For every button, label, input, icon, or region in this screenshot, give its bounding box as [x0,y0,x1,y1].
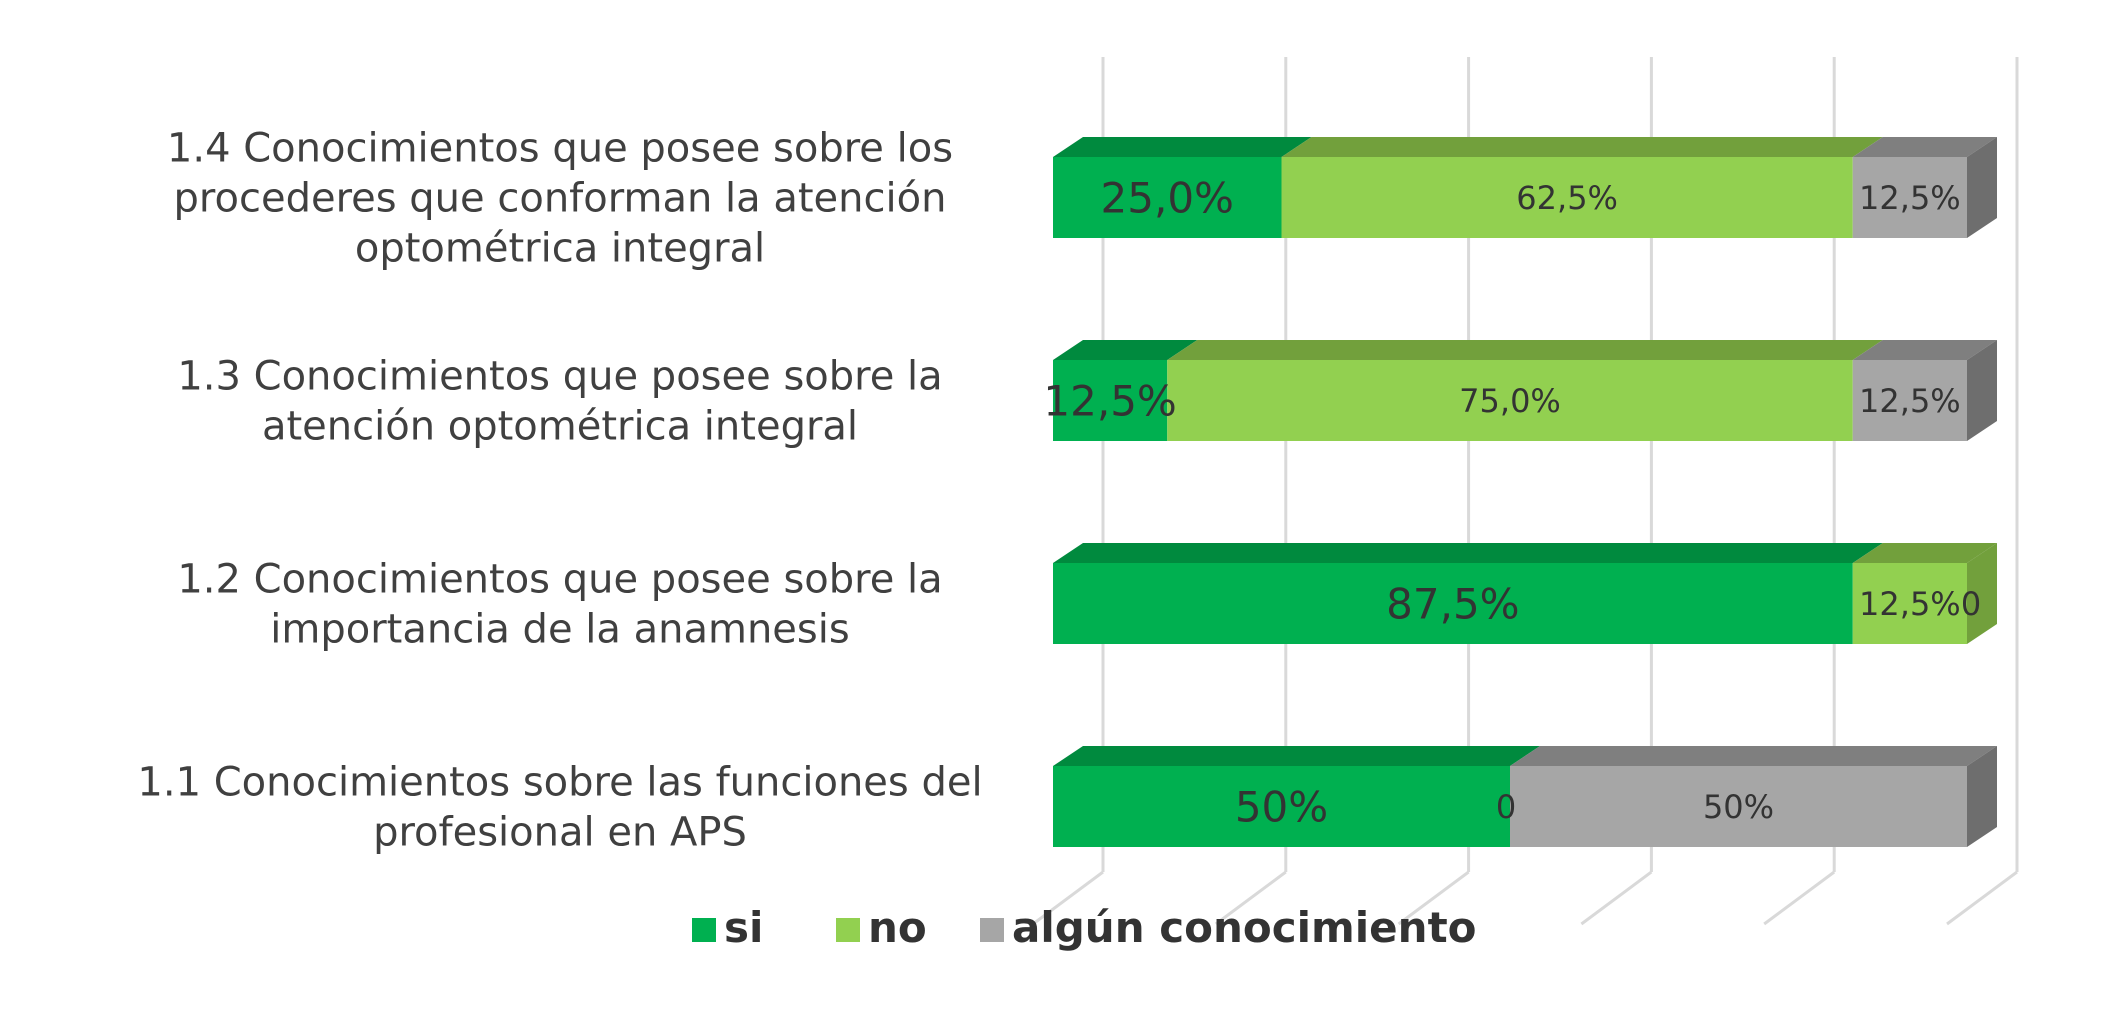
legend-swatch [836,918,860,942]
bar [1852,157,1967,238]
bar [1852,360,1967,441]
data-label: 12,5% [1859,585,1961,623]
data-labels: 25,0%12,5%87,5%50%62,5%75,0%12,5%012,5%1… [1043,174,1981,832]
bar [1053,563,1853,644]
data-label: 62,5% [1516,179,1618,217]
floor-gridline [1032,870,1104,926]
category-label: 1.1 Conocimientos sobre las funciones de… [137,760,982,856]
legend-label: si [724,903,763,952]
data-label: 12,5% [1043,377,1176,426]
bar-top-face [1053,137,1312,157]
bar-top-face [1053,543,1883,563]
bar [1281,157,1853,238]
data-label: 0 [1961,585,1981,623]
category-label: 1.4 Conocimientos que posee sobre los pro… [167,126,953,272]
category-label: 1.3 Conocimientos que posee sobre la aten… [177,354,942,450]
bar [1510,766,1967,847]
bar-top-face [1510,746,1997,766]
floor-gridline [1580,870,1653,926]
floor-gridline [1397,870,1470,926]
legend: si no algún conocimiento [692,903,1477,952]
data-label: 25,0% [1101,174,1234,223]
series-0 [1053,137,1883,847]
bar [1852,563,1967,644]
data-label: 12,5% [1859,179,1961,217]
bar-top-face [1852,137,1997,157]
bar-sides [1967,137,1997,847]
bars [1053,137,1997,847]
series-2 [1510,137,1997,847]
bar-top-face [1852,340,1997,360]
data-label: 50% [1703,788,1774,826]
bar [1053,360,1168,441]
bar-top-face [1053,340,1198,360]
bar-top-face [1852,543,1997,563]
bar [1167,360,1853,441]
bar [1053,766,1510,847]
series-1 [1167,137,1997,644]
category-label: 1.2 Conocimientos que posee sobre la impo… [177,557,942,653]
legend-swatch [980,918,1004,942]
bar-side-face [1967,746,1997,847]
data-label: 75,0% [1459,382,1561,420]
bar-side-face [1967,340,1997,441]
floor-gridline [1214,870,1287,926]
bar [1053,157,1282,238]
legend-label: algún conocimiento [1012,903,1477,952]
bar-top-face [1281,137,1883,157]
data-label: 50% [1235,783,1328,832]
data-label: 87,5% [1386,580,1519,629]
legend-swatch [692,918,716,942]
data-label: 0 [1496,788,1516,826]
legend-label: no [868,903,927,952]
data-label: 12,5% [1859,382,1961,420]
bar-top-face [1053,746,1540,766]
bar-side-face [1967,137,1997,238]
floor-gridline [1946,870,2018,926]
floor-gridline [1763,870,1836,926]
bar-top-face [1167,340,1883,360]
category-labels: 1.4 Conocimientos que posee sobre los pro… [137,126,982,856]
bar-side-face [1967,543,1997,644]
